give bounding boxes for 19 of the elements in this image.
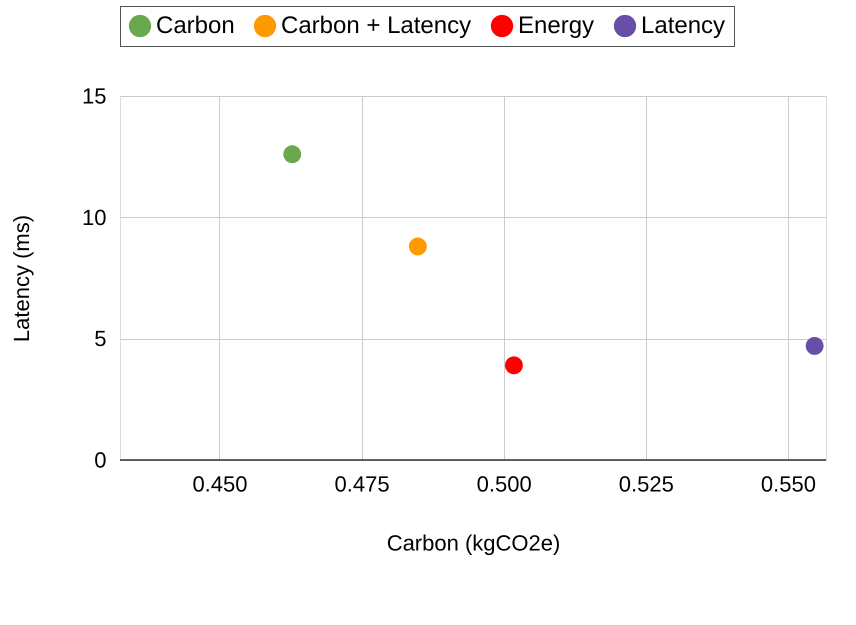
x-tick-label: 0.525: [618, 472, 674, 496]
y-tick-label: 10: [82, 204, 106, 230]
point: [283, 145, 302, 164]
x-tick-label: 0.550: [760, 472, 816, 496]
x-tick-label: 0.475: [334, 472, 390, 496]
legend-label: Latency: [641, 12, 726, 39]
legend-label: Carbon + Latency: [281, 12, 472, 39]
y-tick-label: 0: [94, 448, 106, 472]
x-tick-label: 0.450: [192, 472, 248, 496]
y-axis-title: Latency (ms): [9, 214, 34, 342]
legend-label: Carbon: [156, 12, 235, 39]
y-tick-label: 15: [82, 84, 106, 108]
x-tick-label: 0.500: [476, 472, 532, 496]
legend-label: Energy: [518, 12, 594, 39]
x-axis-title: Carbon (kgCO2e): [386, 530, 560, 556]
y-tick-label: 5: [94, 326, 106, 352]
point: [806, 337, 824, 355]
point: [408, 238, 427, 256]
point: [504, 356, 523, 374]
